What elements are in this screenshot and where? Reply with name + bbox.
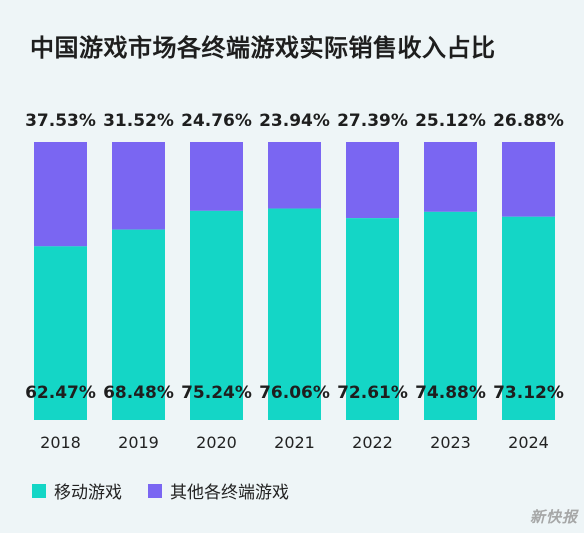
label-mobile-2019: 68.48% [103, 383, 174, 403]
chart-title: 中国游戏市场各终端游戏实际销售收入占比 [30, 34, 496, 62]
legend-label-other: 其他各终端游戏 [170, 483, 289, 503]
label-mobile-2021: 76.06% [259, 383, 330, 403]
bar-mobile-2024 [502, 216, 555, 420]
bar-other-2023 [424, 142, 477, 212]
label-mobile-2024: 73.12% [493, 383, 564, 403]
legend: 移动游戏 其他各终端游戏 [32, 478, 289, 503]
legend-item-mobile: 移动游戏 [32, 478, 122, 503]
bar-other-2021 [268, 142, 321, 209]
bar-other-2024 [502, 142, 555, 217]
label-other-2018: 37.53% [25, 111, 96, 131]
x-tick-2023: 2023 [430, 433, 471, 452]
legend-swatch-other [148, 483, 162, 498]
bar-other-2019 [112, 142, 165, 230]
label-mobile-2022: 72.61% [337, 383, 408, 403]
label-other-2024: 26.88% [493, 111, 564, 131]
x-tick-2018: 2018 [40, 433, 81, 452]
label-mobile-2018: 62.47% [25, 383, 96, 403]
label-other-2019: 31.52% [103, 111, 174, 131]
label-other-2022: 27.39% [337, 111, 408, 131]
label-other-2020: 24.76% [181, 111, 252, 131]
bar-mobile-2018 [34, 246, 87, 420]
legend-swatch-mobile [32, 483, 46, 498]
bar-mobile-2020 [190, 210, 243, 420]
label-mobile-2023: 74.88% [415, 383, 486, 403]
x-tick-2021: 2021 [274, 433, 315, 452]
x-tick-2019: 2019 [118, 433, 159, 452]
legend-item-other: 其他各终端游戏 [148, 478, 289, 503]
watermark: 新快报 [529, 508, 578, 526]
bar-mobile-2019 [112, 229, 165, 420]
bar-mobile-2023 [424, 211, 477, 420]
bar-mobile-2022 [346, 218, 399, 420]
x-tick-2020: 2020 [196, 433, 237, 452]
x-tick-2024: 2024 [508, 433, 549, 452]
bar-mobile-2021 [268, 208, 321, 420]
label-mobile-2020: 75.24% [181, 383, 252, 403]
x-tick-2022: 2022 [352, 433, 393, 452]
bar-other-2018 [34, 142, 87, 247]
bar-other-2020 [190, 142, 243, 211]
legend-label-mobile: 移动游戏 [54, 483, 122, 503]
label-other-2023: 25.12% [415, 111, 486, 131]
bar-other-2022 [346, 142, 399, 219]
label-other-2021: 23.94% [259, 111, 330, 131]
